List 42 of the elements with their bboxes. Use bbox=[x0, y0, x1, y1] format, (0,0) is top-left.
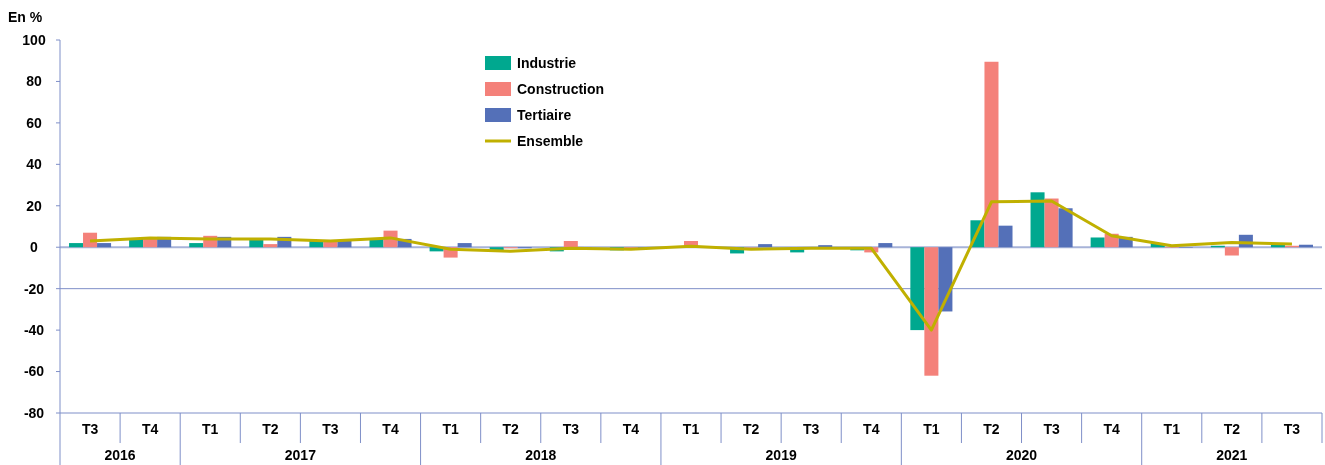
y-tick-label: 0 bbox=[30, 239, 39, 256]
x-tick-label: T2 bbox=[983, 421, 1000, 437]
legend-label: Construction bbox=[517, 80, 605, 97]
x-tick-label: T2 bbox=[742, 421, 760, 437]
y-tick-label: 80 bbox=[26, 73, 42, 90]
x-tick-label: T4 bbox=[863, 421, 880, 437]
y-tick-label: 100 bbox=[22, 31, 46, 48]
x-tick-label: T3 bbox=[562, 421, 580, 437]
y-tick-label: -40 bbox=[23, 322, 45, 339]
x-tick-label: T3 bbox=[1043, 421, 1060, 437]
text: 2018 bbox=[525, 447, 557, 463]
x-tick-label: T1 bbox=[923, 421, 940, 437]
x-tick-label: T4 bbox=[622, 421, 640, 437]
y-tick-label: -60 bbox=[23, 363, 45, 380]
x-tick-label: T2 bbox=[262, 421, 279, 437]
x-tick-label: T2 bbox=[502, 421, 520, 437]
x-tick-label: T3 bbox=[81, 421, 99, 437]
x-tick-label: T1 bbox=[442, 421, 459, 437]
y-tick-label: -80 bbox=[23, 404, 45, 421]
x-tick-label: T3 bbox=[803, 421, 820, 437]
y-tick-label: 40 bbox=[26, 156, 42, 173]
text: 2020 bbox=[1005, 447, 1038, 463]
text: 2016 bbox=[104, 447, 136, 463]
x-tick-label: T3 bbox=[322, 421, 339, 437]
legend-label: Industrie bbox=[517, 54, 577, 71]
x-tick-label: T1 bbox=[1163, 421, 1181, 437]
x-tick-label: T1 bbox=[202, 421, 219, 437]
y-axis-title: En % bbox=[8, 9, 43, 25]
x-tick-label: T4 bbox=[141, 421, 159, 437]
y-tick-label: 20 bbox=[26, 197, 42, 214]
text: 2019 bbox=[765, 447, 797, 463]
y-tick-label: 60 bbox=[26, 114, 42, 131]
x-tick-label: T4 bbox=[382, 421, 399, 437]
x-tick-label: T4 bbox=[1103, 421, 1121, 437]
text: 2021 bbox=[1216, 447, 1248, 463]
y-tick-label: -20 bbox=[23, 280, 45, 297]
text: 2017 bbox=[284, 447, 317, 463]
legend-label: Tertiaire bbox=[517, 106, 572, 123]
x-tick-label: T1 bbox=[682, 421, 700, 437]
x-tick-label: T2 bbox=[1223, 421, 1241, 437]
legend-label: Ensemble bbox=[517, 132, 584, 149]
x-tick-label: T3 bbox=[1283, 421, 1301, 437]
